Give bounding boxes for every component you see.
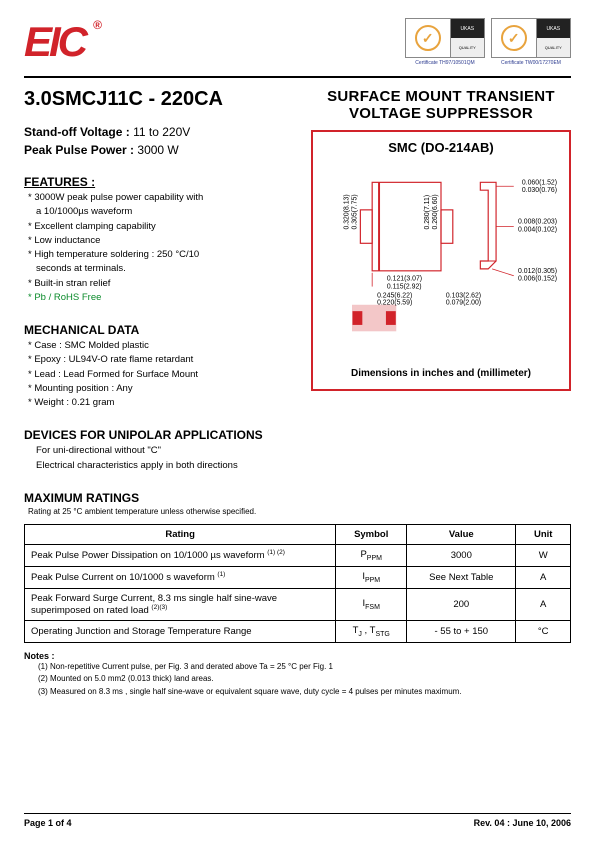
cert-text-left: Certificate TH97/10501QM: [405, 60, 485, 66]
table-header-row: Rating Symbol Value Unit: [25, 524, 571, 544]
svg-text:0.008(0.203): 0.008(0.203): [518, 219, 557, 226]
cell-rating: Peak Pulse Power Dissipation on 10/1000 …: [25, 544, 336, 566]
svg-text:0.220(5.59): 0.220(5.59): [377, 299, 412, 306]
registered-icon: ®: [93, 18, 99, 32]
devices-text: For uni-directional without "C" Electric…: [24, 444, 571, 473]
svg-text:0.305(7.75): 0.305(7.75): [351, 194, 358, 229]
svg-text:0.006(0.152): 0.006(0.152): [518, 276, 557, 283]
divider: [24, 76, 571, 78]
table-row: Peak Pulse Power Dissipation on 10/1000 …: [25, 544, 571, 566]
svg-text:0.115(2.92): 0.115(2.92): [387, 284, 422, 291]
sgs-badge-icon: ✓: [415, 25, 441, 51]
list-item: a 10/1000µs waveform: [28, 205, 295, 219]
cell-unit: °C: [516, 620, 571, 642]
col-symbol: Symbol: [336, 524, 407, 544]
logo-text: EIC: [24, 18, 85, 65]
features-list: 3000W peak pulse power capability with a…: [24, 191, 295, 305]
cell-rating: Peak Pulse Current on 10/1000 s waveform…: [25, 566, 336, 588]
mechanical-list: Case : SMC Molded plastic Epoxy : UL94V-…: [24, 339, 295, 410]
svg-text:0.012(0.305): 0.012(0.305): [518, 268, 557, 275]
ratings-table: Rating Symbol Value Unit Peak Pulse Powe…: [24, 524, 571, 643]
list-item: Mounting position : Any: [28, 382, 295, 396]
text-line: Electrical characteristics apply in both…: [36, 459, 571, 473]
svg-text:0.260(6.60): 0.260(6.60): [432, 194, 439, 229]
max-ratings-note: Rating at 25 °C ambient temperature unle…: [24, 507, 571, 516]
package-caption: Dimensions in inches and (millimeter): [323, 368, 559, 379]
page-footer: Page 1 of 4 Rev. 04 : June 10, 2006: [24, 813, 571, 828]
col-value: Value: [407, 524, 516, 544]
note-item: (2) Mounted on 5.0 mm2 (0.013 thick) lan…: [38, 673, 571, 686]
cell-rating: Operating Junction and Storage Temperatu…: [25, 620, 336, 642]
cell-rating: Peak Forward Surge Current, 8.3 ms singl…: [25, 588, 336, 620]
cell-value: 200: [407, 588, 516, 620]
part-number: 3.0SMCJ11C - 220CA: [24, 88, 295, 111]
cell-unit: W: [516, 544, 571, 566]
note-item: (1) Non-repetitive Current pulse, per Fi…: [38, 661, 571, 674]
table-row: Operating Junction and Storage Temperatu…: [25, 620, 571, 642]
right-column: SURFACE MOUNT TRANSIENT VOLTAGE SUPPRESS…: [311, 88, 571, 410]
cell-value: 3000: [407, 544, 516, 566]
ukas-label: UKAS: [537, 19, 570, 38]
peak-pulse-power: Peak Pulse Power : 3000 W: [24, 143, 295, 157]
list-item: Built-in stran relief: [28, 277, 295, 291]
list-item: Low inductance: [28, 234, 295, 248]
list-item: Epoxy : UL94V-O rate flame retardant: [28, 353, 295, 367]
cell-symbol: IPPM: [336, 566, 407, 588]
left-column: 3.0SMCJ11C - 220CA Stand-off Voltage : 1…: [24, 88, 295, 410]
svg-text:0.280(7.11): 0.280(7.11): [424, 195, 431, 230]
page-header: EIC® ✓ UKASQUALITY Certificate TH97/1050…: [24, 18, 571, 66]
svg-text:0.121(3.07): 0.121(3.07): [387, 276, 422, 283]
mechanical-heading: MECHANICAL DATA: [24, 323, 295, 337]
ukas-sub: QUALITY: [537, 38, 570, 57]
cert-block-right: ✓ UKASQUALITY Certificate TW00/17270EM: [491, 18, 571, 66]
list-item: Weight : 0.21 gram: [28, 396, 295, 410]
package-drawing: SMC (DO-214AB): [311, 130, 571, 391]
cell-unit: A: [516, 588, 571, 620]
certifications: ✓ UKASQUALITY Certificate TH97/10501QM ✓…: [405, 18, 571, 66]
note-item: (3) Measured on 8.3 ms , single half sin…: [38, 686, 571, 699]
ukas-label: UKAS: [451, 19, 484, 38]
package-title: SMC (DO-214AB): [323, 140, 559, 155]
features-heading: FEATURES :: [24, 175, 295, 189]
page-number: Page 1 of 4: [24, 818, 72, 828]
table-row: Peak Pulse Current on 10/1000 s waveform…: [25, 566, 571, 588]
list-item: Case : SMC Molded plastic: [28, 339, 295, 353]
revision: Rev. 04 : June 10, 2006: [474, 818, 571, 828]
sgs-badge-icon: ✓: [501, 25, 527, 51]
svg-text:0.320(8.13): 0.320(8.13): [344, 194, 351, 229]
cell-value: - 55 to + 150: [407, 620, 516, 642]
rohs-note: Pb / RoHS Free: [28, 291, 295, 305]
devices-heading: DEVICES FOR UNIPOLAR APPLICATIONS: [24, 428, 571, 442]
ukas-sub: QUALITY: [451, 38, 484, 57]
list-item: High temperature soldering : 250 °C/10: [28, 248, 295, 262]
list-item: 3000W peak pulse power capability with: [28, 191, 295, 205]
col-rating: Rating: [25, 524, 336, 544]
standoff-voltage: Stand-off Voltage : 11 to 220V: [24, 125, 295, 139]
notes-heading: Notes :: [24, 651, 571, 661]
cert-block-left: ✓ UKASQUALITY Certificate TH97/10501QM: [405, 18, 485, 66]
text-line: For uni-directional without "C": [36, 444, 571, 458]
cell-value: See Next Table: [407, 566, 516, 588]
cell-symbol: PPPM: [336, 544, 407, 566]
table-row: Peak Forward Surge Current, 8.3 ms singl…: [25, 588, 571, 620]
cell-symbol: IFSM: [336, 588, 407, 620]
brand-logo: EIC®: [24, 18, 85, 66]
package-svg: 0.060(1.52) 0.030(0.76) 0.008(0.203) 0.0…: [323, 161, 559, 361]
cert-text-right: Certificate TW00/17270EM: [491, 60, 571, 66]
svg-text:0.060(1.52): 0.060(1.52): [522, 179, 557, 186]
cell-unit: A: [516, 566, 571, 588]
notes-list: (1) Non-repetitive Current pulse, per Fi…: [24, 661, 571, 699]
list-item: Excellent clamping capability: [28, 220, 295, 234]
max-ratings-heading: MAXIMUM RATINGS: [24, 491, 571, 505]
svg-text:0.079(2.00): 0.079(2.00): [446, 299, 481, 306]
col-unit: Unit: [516, 524, 571, 544]
svg-text:0.004(0.102): 0.004(0.102): [518, 227, 557, 234]
list-item: seconds at terminals.: [28, 262, 295, 276]
svg-text:0.030(0.76): 0.030(0.76): [522, 187, 557, 194]
list-item: Lead : Lead Formed for Surface Mount: [28, 368, 295, 382]
cell-symbol: TJ , TSTG: [336, 620, 407, 642]
product-title: SURFACE MOUNT TRANSIENT VOLTAGE SUPPRESS…: [311, 88, 571, 122]
